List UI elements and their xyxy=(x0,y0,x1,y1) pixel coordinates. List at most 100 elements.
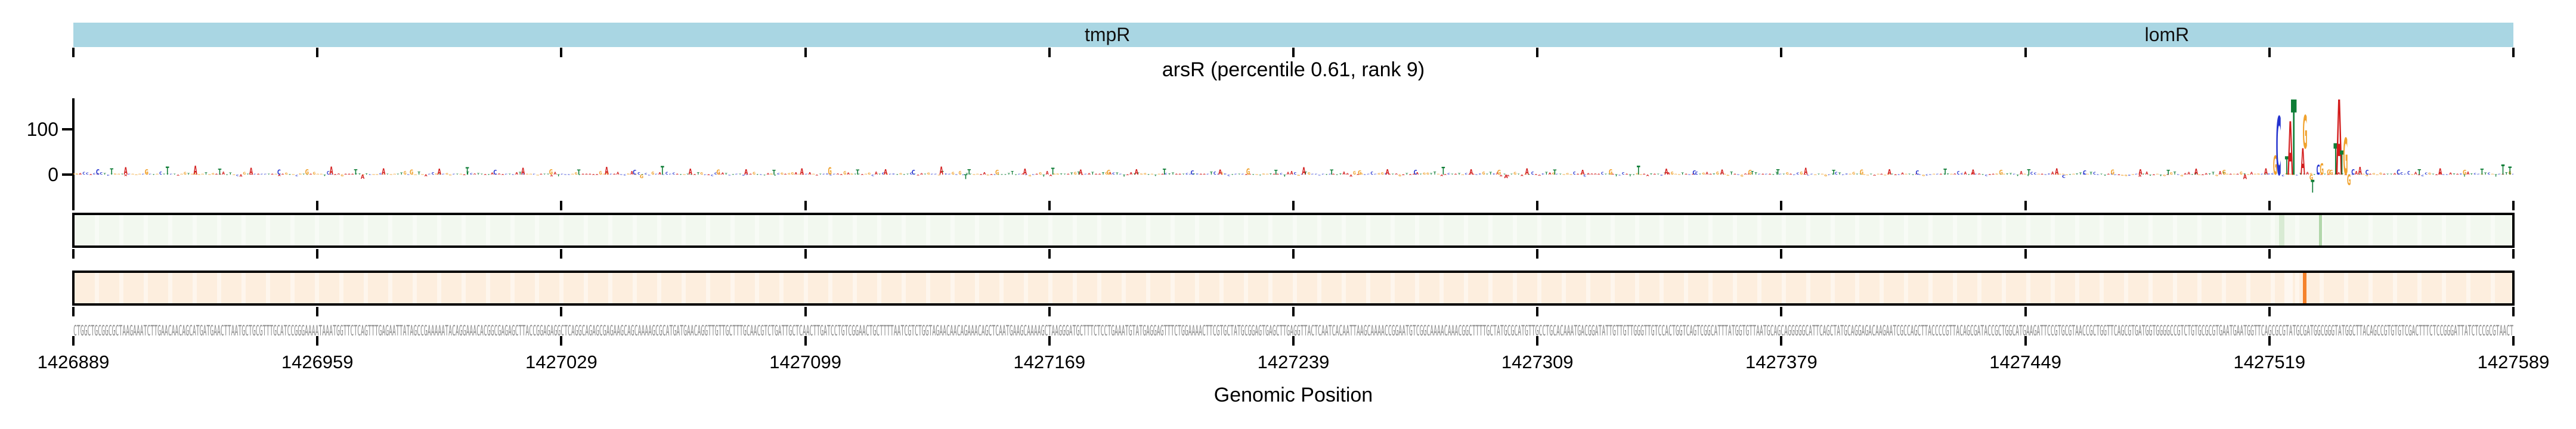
svg-text:T: T xyxy=(110,174,115,175)
svg-text:C: C xyxy=(2445,175,2450,176)
svg-text:C: C xyxy=(1835,172,1838,176)
svg-text:G: G xyxy=(1513,171,1516,176)
svg-text:A: A xyxy=(2417,174,2422,176)
svg-text:G: G xyxy=(1157,174,1162,175)
x-tick-label: 1426889 xyxy=(37,352,110,372)
svg-text:T: T xyxy=(1168,173,1172,175)
x-tickmark xyxy=(2268,249,2271,259)
svg-text:G: G xyxy=(459,174,464,175)
svg-text:G: G xyxy=(640,173,644,179)
svg-text:C: C xyxy=(1315,174,1320,175)
svg-text:C: C xyxy=(2498,174,2503,175)
svg-text:A: A xyxy=(2330,173,2335,175)
svg-text:T: T xyxy=(163,174,168,175)
svg-text:G: G xyxy=(2240,171,2243,176)
svg-text:A: A xyxy=(1590,173,1595,175)
svg-text:G: G xyxy=(536,175,541,176)
svg-text:G: G xyxy=(2366,175,2370,177)
svg-text:A: A xyxy=(1664,167,1668,177)
svg-text:G: G xyxy=(1884,175,1888,176)
svg-text:A: A xyxy=(337,173,340,175)
svg-text:T: T xyxy=(1269,173,1272,175)
svg-text:G: G xyxy=(180,174,185,175)
svg-text:T: T xyxy=(2323,174,2328,175)
svg-text:A: A xyxy=(2466,170,2470,176)
svg-text:T: T xyxy=(1772,175,1776,176)
svg-text:C: C xyxy=(561,174,565,175)
svg-text:A: A xyxy=(2435,174,2440,176)
svg-text:A: A xyxy=(1409,173,1414,175)
svg-text:C: C xyxy=(704,175,708,176)
svg-text:T: T xyxy=(1831,174,1836,175)
svg-text:C: C xyxy=(169,174,174,175)
x-tickmark xyxy=(2512,307,2515,316)
svg-text:T: T xyxy=(965,173,968,175)
svg-text:A: A xyxy=(1402,174,1407,176)
svg-text:T: T xyxy=(438,174,443,175)
svg-text:G: G xyxy=(1849,174,1853,175)
svg-text:A: A xyxy=(329,165,333,178)
svg-text:G: G xyxy=(117,174,122,175)
svg-text:A: A xyxy=(1761,173,1766,175)
svg-text:C: C xyxy=(1311,174,1316,175)
svg-text:C: C xyxy=(1622,172,1625,176)
svg-text:T: T xyxy=(1776,167,1780,176)
svg-text:G: G xyxy=(389,174,394,175)
svg-text:G: G xyxy=(575,172,578,176)
svg-text:T: T xyxy=(1528,175,1532,176)
svg-text:C: C xyxy=(2404,174,2408,175)
orange-panel-marker-0 xyxy=(2284,273,2293,303)
svg-text:G: G xyxy=(1056,173,1060,175)
svg-text:T: T xyxy=(732,174,736,175)
x-tickmark xyxy=(560,201,563,210)
svg-text:A: A xyxy=(809,172,812,176)
svg-text:A: A xyxy=(983,172,986,176)
svg-text:T: T xyxy=(1751,170,1754,176)
svg-text:C: C xyxy=(2421,174,2424,177)
svg-text:T: T xyxy=(2194,173,2197,175)
svg-text:A: A xyxy=(592,173,597,175)
svg-text:T: T xyxy=(2142,174,2147,175)
svg-text:C: C xyxy=(1915,170,1919,176)
svg-text:C: C xyxy=(1224,173,1228,175)
svg-text:A: A xyxy=(1992,173,1996,175)
svg-text:A: A xyxy=(794,172,797,176)
svg-text:T: T xyxy=(2501,163,2505,178)
svg-text:C: C xyxy=(2425,172,2428,176)
svg-text:G: G xyxy=(2198,175,2203,176)
x-tickmark xyxy=(560,307,563,316)
x-axis-title: Genomic Position xyxy=(1213,384,1373,406)
svg-text:T: T xyxy=(903,174,908,175)
svg-text:T: T xyxy=(2264,174,2269,175)
svg-text:T: T xyxy=(1754,172,1757,176)
svg-text:A: A xyxy=(1067,173,1072,175)
svg-text:C: C xyxy=(1112,172,1116,176)
svg-text:T: T xyxy=(1775,172,1778,176)
svg-text:C: C xyxy=(2400,172,2403,176)
svg-text:G: G xyxy=(2285,173,2288,175)
svg-text:G: G xyxy=(1436,174,1441,175)
svg-text:A: A xyxy=(2202,174,2206,176)
svg-text:G: G xyxy=(995,169,999,176)
svg-text:C: C xyxy=(1465,173,1467,175)
x-tickmark xyxy=(804,201,807,210)
svg-text:C: C xyxy=(2317,172,2320,175)
svg-text:A: A xyxy=(920,172,924,175)
svg-text:A: A xyxy=(97,173,100,175)
svg-text:C: C xyxy=(568,175,572,176)
svg-text:G: G xyxy=(2086,174,2091,175)
x-tickmark xyxy=(560,336,563,346)
x-tickmark xyxy=(1536,336,1539,346)
svg-text:A: A xyxy=(2449,172,2452,176)
x-tickmark xyxy=(72,336,75,346)
svg-text:G: G xyxy=(312,172,315,176)
svg-text:A: A xyxy=(1276,173,1281,175)
svg-text:T: T xyxy=(103,173,106,175)
svg-text:C: C xyxy=(1796,172,1800,176)
svg-text:T: T xyxy=(2311,176,2315,197)
svg-text:G: G xyxy=(1636,173,1639,175)
y-tick-label-0: 0 xyxy=(48,164,58,185)
svg-text:G: G xyxy=(1716,171,1719,176)
svg-text:T: T xyxy=(2333,135,2338,185)
svg-text:G: G xyxy=(1726,174,1730,176)
